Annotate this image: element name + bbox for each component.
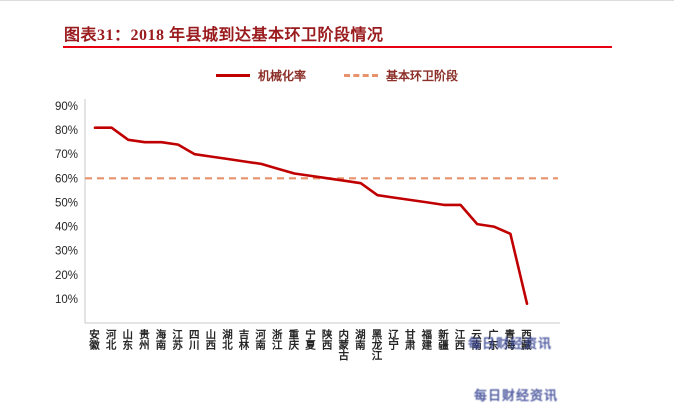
chart-title: 图表31：2018 年县城到达基本环卫阶段情况 — [64, 27, 384, 44]
watermark: 每日财经资讯 — [468, 336, 553, 351]
watermark: 每日财经资讯 — [474, 388, 559, 403]
y-tick-label: 70% — [55, 149, 78, 161]
y-tick-label: 60% — [55, 173, 78, 185]
legend-label-threshold: 基本环卫阶段 — [386, 69, 459, 83]
legend-label-mechanization: 机械化率 — [257, 69, 306, 83]
legend-item-mechanization: 机械化率 — [215, 67, 306, 84]
title-underline — [63, 46, 612, 48]
legend: 机械化率 基本环卫阶段 — [0, 67, 674, 84]
y-tick-label: 20% — [55, 270, 78, 282]
y-tick-label: 40% — [55, 222, 78, 234]
y-tick-label: 30% — [55, 246, 78, 258]
mechanization-line — [93, 126, 529, 306]
y-tick-label: 80% — [55, 125, 78, 137]
y-tick-label: 50% — [55, 197, 78, 209]
dashed-line-swatch-icon — [344, 74, 378, 77]
y-tick-label: 10% — [55, 294, 78, 306]
legend-item-threshold: 基本环卫阶段 — [344, 67, 458, 84]
solid-line-swatch-icon — [215, 74, 250, 77]
y-tick-label: 90% — [55, 101, 78, 113]
